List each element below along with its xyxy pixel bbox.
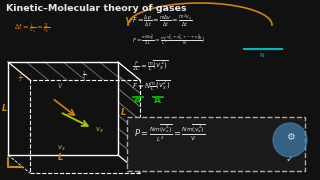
Text: N: N [260, 53, 264, 58]
Text: $\frac{1}{2}$: $\frac{1}{2}$ [18, 72, 23, 84]
Text: $v$: $v$ [57, 80, 64, 89]
Text: $\Delta t = \frac{L}{v_x} = \frac{2L}{v_x}$: $\Delta t = \frac{L}{v_x} = \frac{2L}{v_… [14, 22, 51, 36]
Text: $v_x$: $v_x$ [95, 125, 104, 135]
Text: L: L [121, 107, 126, 116]
Text: L: L [2, 103, 7, 112]
Text: ⚙: ⚙ [286, 132, 294, 142]
Text: $F = N\frac{m}{L}\overline{(v_x^2)}$: $F = N\frac{m}{L}\overline{(v_x^2)}$ [132, 78, 171, 93]
Text: $\frac{F}{2L} = \frac{m}{L}\overline{(v_x^2)}$: $\frac{F}{2L} = \frac{m}{L}\overline{(v_… [132, 58, 168, 73]
Text: A: A [134, 96, 141, 105]
Circle shape [273, 123, 307, 157]
Text: A: A [154, 96, 161, 105]
Text: $F = \frac{mNv_x^2}{2L} = \frac{m}{L}\!\left(\frac{v_{x_1}^2 + v_{x_2}^2 + \cdot: $F = \frac{mNv_x^2}{2L} = \frac{m}{L}\!\… [132, 32, 206, 48]
Text: $P = \frac{Nm\overline{(v_x^2)}}{L^2} = \frac{Nm\overline{(v_x^2)}}{V}$: $P = \frac{Nm\overline{(v_x^2)}}{L^2} = … [134, 122, 205, 144]
Text: L: L [58, 153, 64, 162]
FancyBboxPatch shape [127, 117, 305, 171]
Text: $v_x$: $v_x$ [58, 144, 67, 153]
Text: $F = \frac{\Delta p}{\Delta t} = \frac{m\Delta v}{\Delta t} = \frac{m^2 v_x}{\De: $F = \frac{\Delta p}{\Delta t} = \frac{m… [132, 12, 192, 29]
Text: $\frac{1}{2}$: $\frac{1}{2}$ [82, 69, 86, 81]
Text: Kinetic–Molecular theory of gases: Kinetic–Molecular theory of gases [6, 4, 187, 13]
Text: $\checkmark$: $\checkmark$ [285, 153, 293, 163]
